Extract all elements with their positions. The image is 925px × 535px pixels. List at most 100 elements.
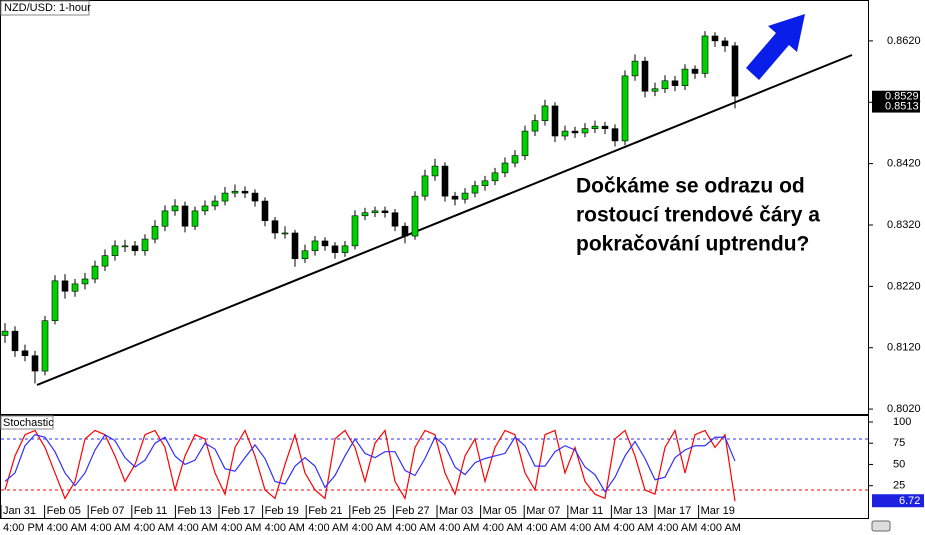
y-tick-label: 0.8120 — [887, 342, 921, 354]
candle-body — [211, 200, 219, 207]
candle-body — [241, 190, 249, 194]
annotation: Dočkáme se odrazu od — [576, 175, 805, 198]
candle-body — [181, 205, 189, 227]
stochastic-title: Stochastic — [3, 417, 54, 429]
x-tick-date: Mar 11 — [570, 505, 603, 517]
candle-body — [171, 205, 179, 212]
stochastic-line — [4, 433, 736, 493]
value-marker-box — [872, 494, 924, 508]
candle-body — [371, 210, 379, 214]
x-tick-time: 4:00 AM — [265, 522, 305, 534]
x-tick-date: Jan 31 — [3, 505, 36, 517]
title-box — [0, 0, 90, 16]
x-tick-date: Feb 11 — [134, 505, 167, 517]
y-tick-label: 25 — [893, 480, 905, 492]
x-tick-date: Mar 17 — [657, 505, 691, 517]
annotation: rostoucí trendové čáry a — [576, 204, 820, 227]
candle-body — [441, 165, 449, 197]
x-tick-time: 4:00 AM — [570, 522, 610, 534]
candle-body — [481, 180, 489, 187]
x-tick-date: Mar 05 — [483, 505, 517, 517]
y-tick-label: 0.8220 — [887, 280, 921, 292]
candle-body — [71, 283, 79, 292]
candle-body — [701, 35, 709, 74]
candle-body — [131, 245, 139, 252]
candle-body — [611, 128, 619, 142]
candle-body — [591, 125, 599, 129]
scroll-button[interactable] — [871, 520, 891, 532]
price-marker-box — [872, 90, 920, 103]
price-marker-label: 0.8529 — [885, 91, 919, 103]
candle-body — [491, 172, 499, 182]
candle-body — [431, 165, 439, 177]
price-marker-box — [872, 100, 920, 113]
candle-body — [261, 200, 269, 221]
candle-body — [81, 278, 89, 285]
x-tick-date: Mar 03 — [439, 505, 473, 517]
x-tick-date: Mar 13 — [613, 505, 647, 517]
y-tick-label: 0.8020 — [887, 403, 921, 415]
candle-body — [681, 68, 689, 86]
x-tick-time: 4:00 AM — [47, 522, 87, 534]
x-tick-time: 4:00 AM — [526, 522, 566, 534]
candle-body — [101, 255, 109, 267]
y-tick-label: 0.8420 — [887, 158, 921, 170]
candle-body — [161, 210, 169, 227]
x-tick-date: Feb 19 — [265, 505, 299, 517]
y-tick-label: 50 — [893, 458, 905, 470]
x-tick-date: Mar 07 — [526, 505, 560, 517]
candle-body — [51, 280, 59, 322]
candle-body — [651, 88, 659, 92]
candle-body — [581, 128, 589, 134]
candle-body — [361, 212, 369, 217]
candle-body — [531, 120, 539, 132]
candle-body — [91, 265, 99, 280]
x-tick-time: 4:00 AM — [613, 522, 653, 534]
annotation: pokračování uptrendu? — [576, 233, 809, 256]
candle-body — [321, 240, 329, 247]
candle-body — [61, 280, 69, 292]
stochastic-line — [4, 428, 736, 502]
price-marker-label: 0.8513 — [885, 100, 919, 112]
candle-body — [451, 195, 459, 200]
candle-body — [731, 45, 739, 97]
candle-body — [691, 68, 699, 74]
x-tick-date: Feb 27 — [395, 505, 429, 517]
candle-body — [351, 215, 359, 247]
candle-body — [281, 232, 289, 235]
candle-body — [721, 40, 729, 47]
y-tick-label: 0.8320 — [887, 219, 921, 231]
x-tick-date: Feb 21 — [308, 505, 342, 517]
value-marker-label: 6.72 — [899, 495, 920, 507]
y-tick-label: 75 — [893, 437, 905, 449]
candle-body — [641, 60, 649, 92]
candle-body — [571, 130, 579, 134]
candle-body — [601, 125, 609, 129]
candle-body — [301, 250, 309, 260]
candle-body — [341, 245, 349, 253]
candle-body — [231, 190, 239, 194]
candle-body — [461, 192, 469, 200]
x-tick-date: Feb 25 — [352, 505, 386, 517]
candle-body — [381, 210, 389, 214]
candle-body — [391, 212, 399, 227]
y-tick-label: 0.8620 — [887, 35, 921, 47]
candle-body — [631, 60, 639, 77]
x-tick-date: Feb 07 — [90, 505, 124, 517]
candle-body — [11, 330, 19, 352]
candle-body — [521, 130, 529, 156]
candle-body — [191, 210, 199, 227]
x-tick-time: 4:00 AM — [177, 522, 217, 534]
candle-body — [661, 80, 669, 90]
candle-body — [251, 192, 259, 202]
x-tick-date: Feb 13 — [177, 505, 211, 517]
x-tick-time: 4:00 AM — [352, 522, 392, 534]
candle-body — [331, 245, 339, 253]
up-arrow — [746, 14, 805, 80]
x-tick-time: 4:00 AM — [308, 522, 348, 534]
candle-body — [671, 80, 679, 86]
stochastic-title-box — [0, 415, 54, 430]
y-tick-label: 100 — [893, 416, 911, 428]
x-tick-time: 4:00 AM — [657, 522, 697, 534]
